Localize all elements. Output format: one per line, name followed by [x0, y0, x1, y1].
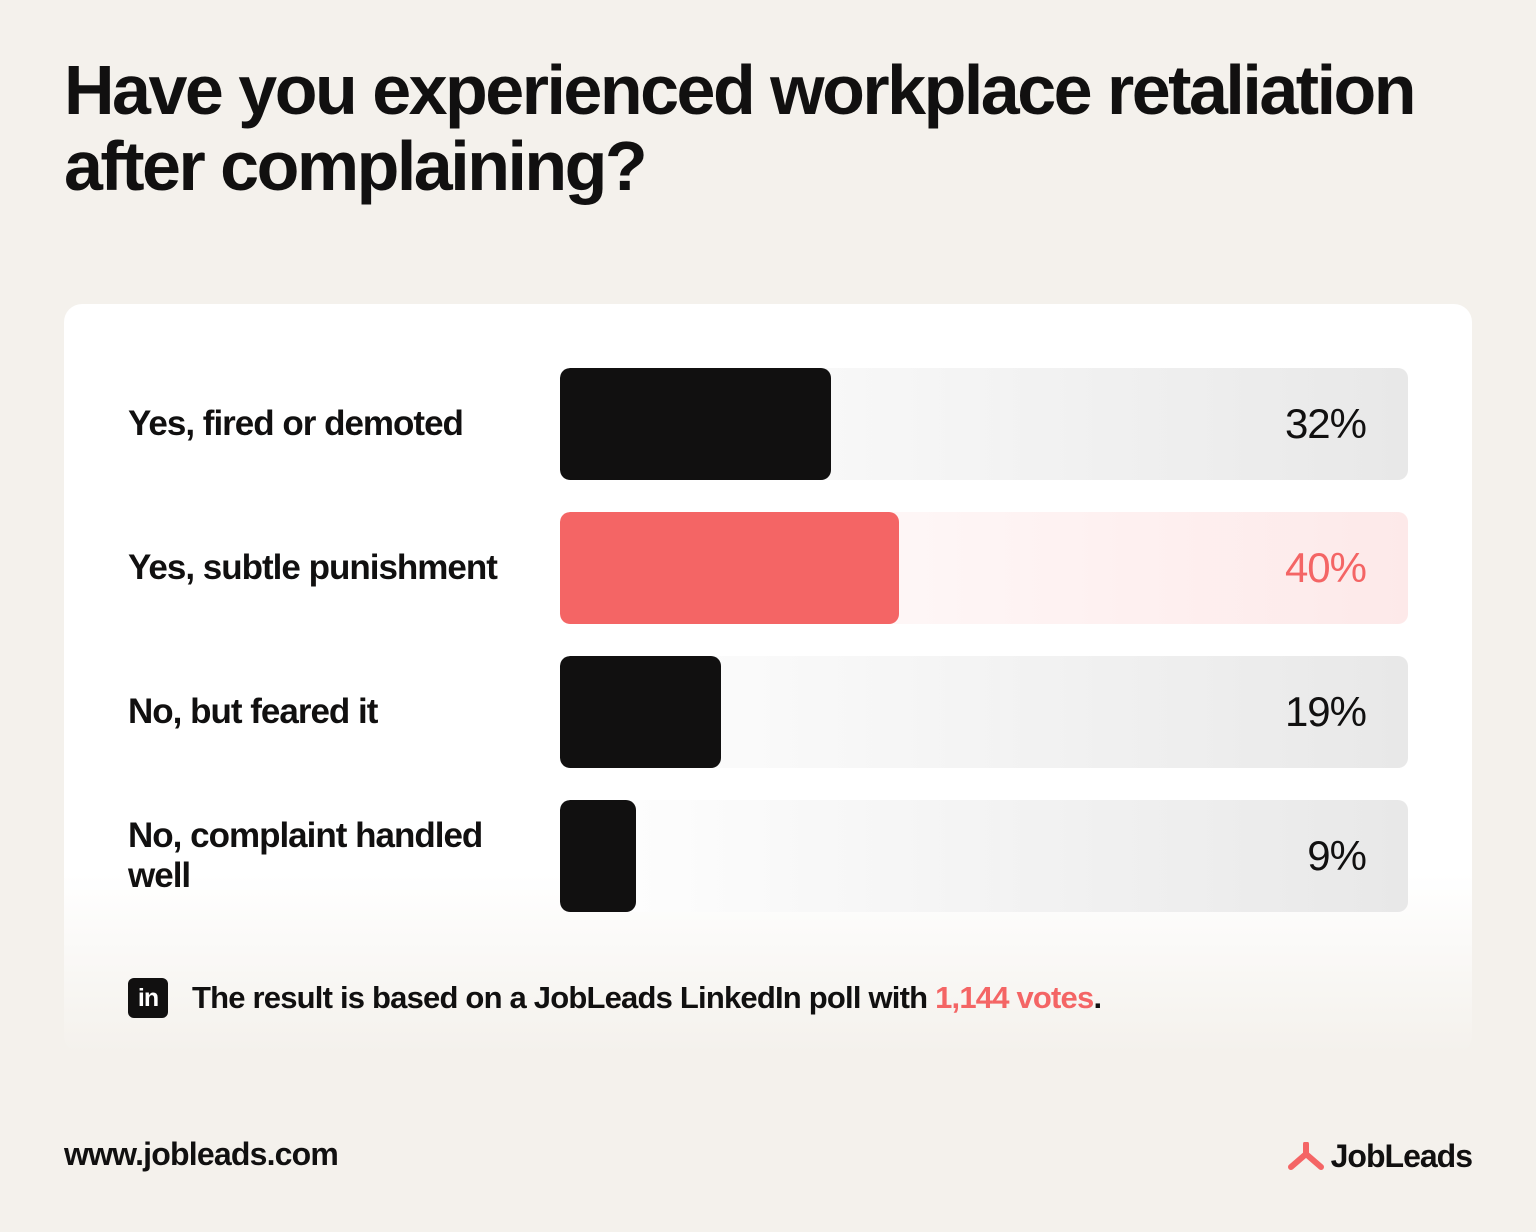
source-note: in The result is based on a JobLeads Lin…: [128, 976, 1102, 1020]
value-label: 32%: [1284, 400, 1367, 447]
category-label: No, complaint handled well: [128, 816, 483, 895]
bar: [560, 512, 900, 624]
category-label: Yes, fired or demoted: [128, 404, 464, 443]
linkedin-icon: in: [128, 978, 168, 1018]
jobleads-logo-icon: [1287, 1142, 1324, 1170]
bar-track: 19%: [560, 656, 1408, 768]
chart-title: Have you experienced workplace retaliati…: [64, 51, 1417, 205]
value-label: 19%: [1284, 688, 1367, 735]
bar-track: 40%: [560, 512, 1408, 624]
vote-count: 1,144 votes: [935, 980, 1094, 1015]
bar-track: 9%: [560, 800, 1408, 912]
bar-row: Yes, fired or demoted 32%: [64, 368, 1472, 480]
source-note-text: The result is based on a JobLeads Linked…: [192, 980, 1102, 1016]
category-label: No, but feared it: [128, 692, 378, 731]
bar-row: No, but feared it 19%: [64, 656, 1472, 768]
bar-row: No, complaint handled well 9%: [64, 800, 1472, 912]
bar: [560, 656, 722, 768]
bar: [560, 368, 832, 480]
bar-row: Yes, subtle punishment 40%: [64, 512, 1472, 624]
chart-card: Yes, fired or demoted 32% Yes, subtle puni…: [64, 304, 1472, 1054]
brand-logo: JobLeads: [1287, 1136, 1473, 1176]
source-note-lead: The result is based on a JobLeads Linked…: [192, 980, 936, 1015]
category-label: Yes, subtle punishment: [128, 548, 498, 587]
website-url[interactable]: www.jobleads.com: [64, 1136, 339, 1172]
brand-name: JobLeads: [1330, 1137, 1473, 1174]
source-note-end: .: [1093, 980, 1102, 1015]
bar-track: 32%: [560, 368, 1408, 480]
bar: [560, 800, 637, 912]
value-label: 40%: [1284, 544, 1367, 591]
value-label: 9%: [1307, 832, 1367, 879]
